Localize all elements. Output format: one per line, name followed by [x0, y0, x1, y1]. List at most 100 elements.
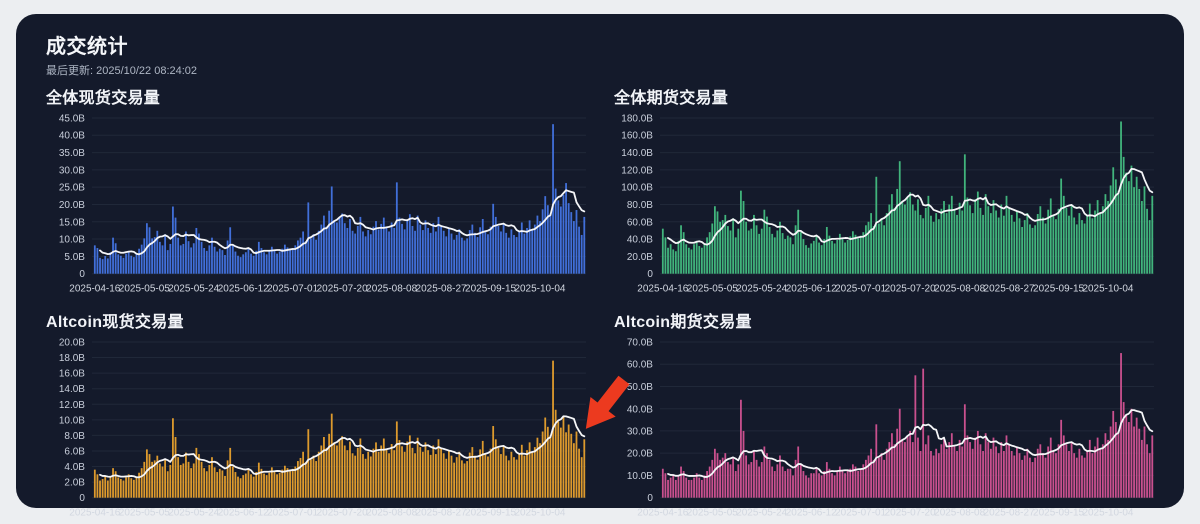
svg-text:14.0B: 14.0B — [59, 384, 85, 395]
chart-total-futures-volume: 全体期货交易量 0 20.0B 40.0B 60.0B 80.0B 100.0B 120.0… — [610, 82, 1158, 302]
svg-text:2025-04-16: 2025-04-16 — [637, 284, 688, 295]
moving-average-line — [99, 189, 586, 256]
svg-text:40.0B: 40.0B — [627, 235, 653, 246]
svg-text:5.0B: 5.0B — [64, 252, 85, 263]
chart-canvas: 0 20.0B 40.0B 60.0B 80.0B 100.0B 120.0B 140.0B 1… — [621, 113, 1154, 295]
gridlines — [91, 117, 586, 275]
svg-text:4.0B: 4.0B — [64, 462, 85, 473]
x-axis-labels: 2025-04-162025-05-052025-05-242025-06-12… — [637, 284, 1134, 295]
svg-text:30.0B: 30.0B — [627, 426, 653, 437]
chart-canvas: 0 2.0B 4.0B 6.0B 8.0B 10.0B 12.0B 14.0B 16.0B 18.… — [59, 337, 586, 518]
svg-text:35.0B: 35.0B — [59, 148, 85, 159]
svg-text:2025-08-27: 2025-08-27 — [984, 284, 1035, 295]
svg-text:2025-10-04: 2025-10-04 — [1082, 284, 1133, 295]
chart-grid: 全体现货交易量 0 5.0B 10.0B 15.0B 20.0B 25.0B 30.0B 35… — [42, 82, 1158, 524]
svg-text:50.0B: 50.0B — [627, 382, 653, 393]
svg-text:70.0B: 70.0B — [627, 337, 653, 348]
svg-text:15.0B: 15.0B — [59, 217, 85, 228]
svg-text:2.0B: 2.0B — [64, 477, 85, 488]
svg-text:2025-07-20: 2025-07-20 — [317, 507, 368, 518]
svg-text:2025-04-16: 2025-04-16 — [69, 507, 120, 518]
chart-title-altcoin-futures: Altcoin期货交易量 — [614, 313, 752, 331]
svg-text:10.0B: 10.0B — [59, 415, 85, 426]
moving-average-line — [667, 167, 1154, 246]
volume-bars — [661, 352, 1154, 498]
moving-average-line — [667, 408, 1154, 478]
chart-canvas: 0 10.0B 20.0B 30.0B 40.0B 50.0B 60.0B 70.0B 2025… — [627, 337, 1154, 518]
svg-text:2025-08-27: 2025-08-27 — [416, 284, 467, 295]
svg-text:2025-06-12: 2025-06-12 — [218, 284, 269, 295]
svg-text:2025-08-08: 2025-08-08 — [934, 284, 985, 295]
chart-title-total-futures: 全体期货交易量 — [614, 90, 729, 107]
svg-text:2025-05-05: 2025-05-05 — [119, 507, 170, 518]
svg-text:2025-10-04: 2025-10-04 — [514, 284, 565, 295]
svg-text:0: 0 — [79, 493, 85, 504]
chart-title-altcoin-spot: Altcoin现货交易量 — [46, 313, 184, 331]
svg-text:2025-07-20: 2025-07-20 — [885, 284, 936, 295]
svg-text:2025-09-15: 2025-09-15 — [465, 284, 516, 295]
svg-text:40.0B: 40.0B — [627, 404, 653, 415]
svg-text:2025-07-01: 2025-07-01 — [267, 507, 318, 518]
chart-plot-total-futures: 0 20.0B 40.0B 60.0B 80.0B 100.0B 120.0B 140.0B 1… — [610, 110, 1158, 302]
svg-text:2025-05-24: 2025-05-24 — [168, 507, 219, 518]
chart-plot-altcoin-spot: 0 2.0B 4.0B 6.0B 8.0B 10.0B 12.0B 14.0B 16.0B 18.… — [42, 334, 590, 524]
svg-text:2025-08-27: 2025-08-27 — [984, 507, 1035, 518]
y-axis-labels: 0 20.0B 40.0B 60.0B 80.0B 100.0B 120.0B 140.0B 1… — [621, 113, 653, 280]
svg-text:2025-08-27: 2025-08-27 — [416, 507, 467, 518]
svg-text:8.0B: 8.0B — [64, 431, 85, 442]
volume-bars — [93, 360, 586, 498]
svg-text:0: 0 — [647, 269, 653, 280]
svg-text:2025-07-20: 2025-07-20 — [317, 284, 368, 295]
svg-text:2025-05-24: 2025-05-24 — [736, 507, 787, 518]
svg-text:20.0B: 20.0B — [59, 200, 85, 211]
svg-text:2025-09-15: 2025-09-15 — [1033, 507, 1084, 518]
svg-text:60.0B: 60.0B — [627, 217, 653, 228]
chart-total-spot-volume: 全体现货交易量 0 5.0B 10.0B 15.0B 20.0B 25.0B 30.0B 35… — [42, 82, 590, 302]
svg-text:20.0B: 20.0B — [59, 337, 85, 348]
svg-text:30.0B: 30.0B — [59, 165, 85, 176]
volume-bars — [93, 124, 586, 274]
y-axis-labels: 0 2.0B 4.0B 6.0B 8.0B 10.0B 12.0B 14.0B 16.0B 18.… — [59, 337, 86, 504]
chart-plot-total-spot: 0 5.0B 10.0B 15.0B 20.0B 25.0B 30.0B 35.0B 40.0B… — [42, 110, 590, 302]
svg-text:2025-05-24: 2025-05-24 — [168, 284, 219, 295]
svg-text:2025-04-16: 2025-04-16 — [69, 284, 120, 295]
svg-text:160.0B: 160.0B — [621, 131, 653, 142]
chart-canvas: 0 5.0B 10.0B 15.0B 20.0B 25.0B 30.0B 35.0B 40.0B… — [59, 113, 586, 295]
x-axis-labels: 2025-04-162025-05-052025-05-242025-06-12… — [69, 284, 566, 295]
svg-text:10.0B: 10.0B — [627, 471, 653, 482]
svg-text:2025-10-04: 2025-10-04 — [514, 507, 565, 518]
y-axis-labels: 0 10.0B 20.0B 30.0B 40.0B 50.0B 60.0B 70.0B — [627, 337, 654, 504]
svg-text:2025-08-08: 2025-08-08 — [934, 507, 985, 518]
svg-text:2025-10-04: 2025-10-04 — [1082, 507, 1133, 518]
svg-text:2025-05-05: 2025-05-05 — [119, 284, 170, 295]
y-axis-labels: 0 5.0B 10.0B 15.0B 20.0B 25.0B 30.0B 35.0B 40.0B… — [59, 113, 86, 280]
volume-bars — [661, 121, 1154, 274]
svg-text:60.0B: 60.0B — [627, 359, 653, 370]
svg-text:0: 0 — [79, 269, 85, 280]
chart-altcoin-futures-volume: Altcoin期货交易量 0 10.0B 20.0B 30.0B 40.0B 50.0B 6… — [610, 306, 1158, 524]
svg-text:20.0B: 20.0B — [627, 252, 653, 263]
svg-text:2025-09-15: 2025-09-15 — [1033, 284, 1084, 295]
svg-text:2025-05-05: 2025-05-05 — [687, 284, 738, 295]
chart-altcoin-spot-volume: Altcoin现货交易量 0 2.0B 4.0B 6.0B 8.0B 10.0B 12.0B… — [42, 306, 590, 524]
svg-text:2025-06-12: 2025-06-12 — [218, 507, 269, 518]
svg-text:2025-08-08: 2025-08-08 — [366, 507, 417, 518]
svg-text:80.0B: 80.0B — [627, 200, 653, 211]
svg-text:2025-05-24: 2025-05-24 — [736, 284, 787, 295]
svg-text:2025-09-15: 2025-09-15 — [465, 507, 516, 518]
svg-text:12.0B: 12.0B — [59, 399, 85, 410]
svg-text:0: 0 — [647, 493, 653, 504]
page-title: 成交统计 — [46, 36, 128, 58]
x-axis-labels: 2025-04-162025-05-052025-05-242025-06-12… — [69, 507, 566, 518]
moving-average-line — [99, 414, 586, 478]
svg-text:120.0B: 120.0B — [621, 165, 653, 176]
svg-text:2025-06-12: 2025-06-12 — [786, 507, 837, 518]
svg-text:140.0B: 140.0B — [621, 148, 653, 159]
dashboard-card: 成交统计 最后更新: 2025/10/22 08:24:02 全体现货交易量 0… — [16, 14, 1184, 518]
svg-text:6.0B: 6.0B — [64, 446, 85, 457]
svg-text:18.0B: 18.0B — [59, 353, 85, 364]
svg-text:2025-07-01: 2025-07-01 — [835, 507, 886, 518]
svg-text:20.0B: 20.0B — [627, 448, 653, 459]
svg-text:180.0B: 180.0B — [621, 113, 653, 124]
